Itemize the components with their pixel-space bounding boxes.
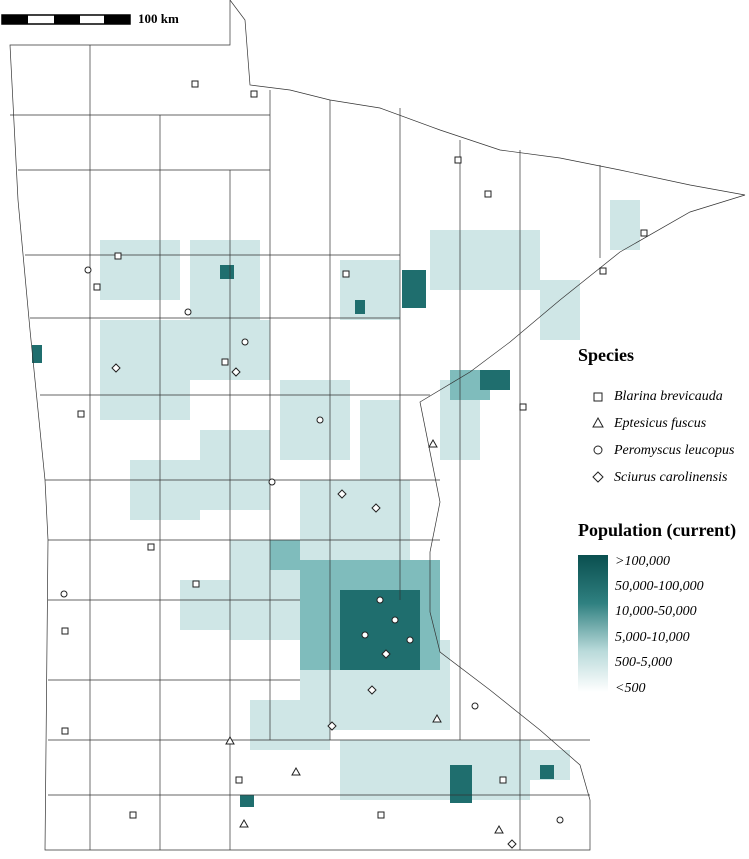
legend-item: >100,000 [615,554,670,569]
legend-title: Population (current) [578,520,736,541]
legend-item: 50,000-100,000 [615,579,704,594]
occurrence-points [60,80,648,849]
legend-item: Sciurus carolinensis [614,470,728,485]
legend-item: <500 [615,681,645,696]
population-legend: Population (current) >100,000 50,000-100… [578,520,736,696]
species-legend: Species Blarina brevicauda Eptesicus fus… [578,345,735,485]
legend-item: Peromyscus leucopus [613,443,735,458]
legend-item: 5,000-10,000 [615,630,690,645]
legend-item: Eptesicus fuscus [613,416,707,431]
legend-item: 10,000-50,000 [615,604,697,619]
legend-item: 500-5,000 [615,655,672,670]
counties [9,0,746,851]
legend-title: Species [578,345,634,365]
scale-label: 100 km [138,11,179,26]
legend-item: Blarina brevicauda [614,389,723,404]
scale-bar: 100 km [1,11,179,26]
shaded-areas [32,200,640,807]
